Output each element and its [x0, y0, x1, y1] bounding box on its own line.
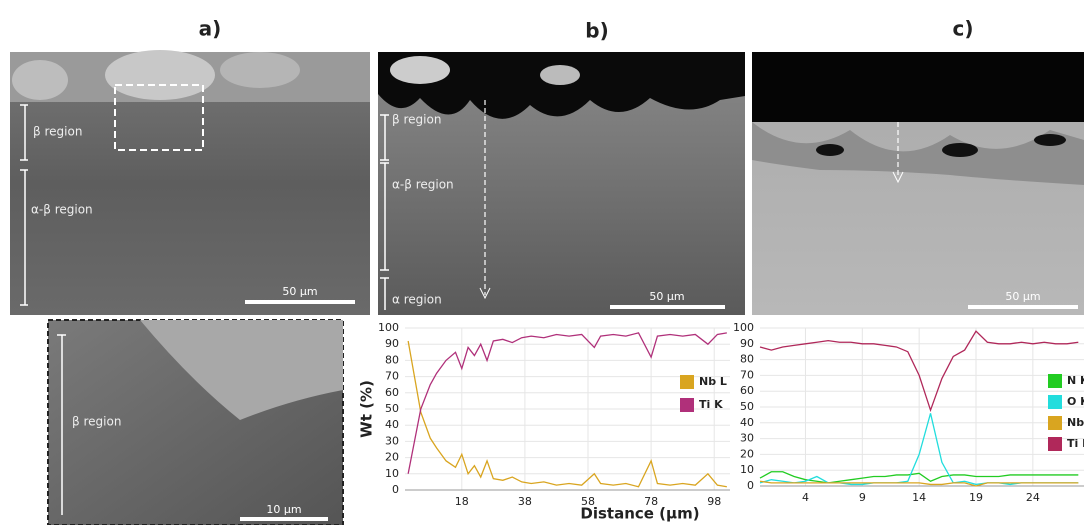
- data-line: [759, 330, 1079, 413]
- y-tick-label: 60: [740, 384, 754, 397]
- region-label: α-β region: [392, 178, 454, 192]
- y-tick-label: 20: [740, 447, 754, 460]
- legend-label: Nb L: [699, 375, 727, 388]
- scale-label: 50 µm: [649, 290, 684, 303]
- y-axis-label: Wt (%): [358, 380, 376, 438]
- y-tick-label: 50: [385, 402, 399, 415]
- region-label: β region: [72, 415, 121, 429]
- legend-swatch: [1048, 395, 1062, 409]
- micrograph-c: 50 µm: [752, 52, 1084, 315]
- x-tick-label: 58: [581, 495, 595, 508]
- y-tick-label: 100: [733, 321, 754, 334]
- data-line: [407, 332, 727, 474]
- y-tick-label: 50: [740, 400, 754, 413]
- x-tick-label: 98: [707, 495, 721, 508]
- data-line: [759, 471, 1079, 484]
- y-tick-label: 90: [740, 337, 754, 350]
- y-tick-label: 10: [385, 467, 399, 480]
- x-axis-label: Distance (µm): [580, 505, 699, 523]
- y-tick-label: 40: [740, 416, 754, 429]
- x-tick-label: 9: [859, 491, 866, 504]
- data-line: [407, 340, 727, 488]
- y-tick-label: 0: [392, 483, 399, 496]
- scale-label: 50 µm: [1005, 290, 1040, 303]
- x-tick-label: 78: [644, 495, 658, 508]
- y-tick-label: 10: [740, 463, 754, 476]
- scale-label: 10 µm: [266, 503, 301, 516]
- legend-label: N K: [1067, 374, 1084, 387]
- y-tick-label: 80: [740, 353, 754, 366]
- y-tick-label: 20: [385, 451, 399, 464]
- y-tick-label: 40: [385, 418, 399, 431]
- region-label: β region: [33, 125, 82, 139]
- y-tick-label: 0: [747, 479, 754, 492]
- legend-swatch: [1048, 416, 1062, 430]
- x-tick-label: 4: [802, 491, 809, 504]
- y-tick-label: 70: [385, 370, 399, 383]
- y-tick-label: 100: [378, 321, 399, 334]
- legend-label: Ti K: [1067, 437, 1084, 450]
- x-tick-label: 19: [969, 491, 983, 504]
- x-tick-label: 18: [455, 495, 469, 508]
- x-tick-label: 38: [518, 495, 532, 508]
- y-tick-label: 70: [740, 368, 754, 381]
- x-tick-label: 24: [1026, 491, 1040, 504]
- x-tick-label: 14: [912, 491, 926, 504]
- region-label: α region: [392, 293, 442, 307]
- legend-label: O K: [1067, 395, 1084, 408]
- legend-swatch: [1048, 374, 1062, 388]
- micrograph-inset: β region 10 µm: [47, 319, 344, 525]
- y-tick-label: 30: [740, 432, 754, 445]
- legend-swatch: [680, 398, 694, 412]
- region-label: α-β region: [31, 203, 93, 217]
- scale-label: 50 µm: [282, 285, 317, 298]
- legend-swatch: [680, 375, 694, 389]
- y-tick-label: 80: [385, 353, 399, 366]
- y-tick-label: 90: [385, 337, 399, 350]
- micrograph-a: β region α-β region 50 µm: [10, 50, 370, 315]
- y-tick-label: 30: [385, 434, 399, 447]
- panel-label: a): [199, 17, 222, 41]
- panel-label: c): [953, 17, 974, 41]
- region-label: β region: [392, 113, 441, 127]
- y-tick-label: 60: [385, 386, 399, 399]
- data-line: [759, 480, 1079, 487]
- legend-label: Ti K: [699, 398, 723, 411]
- legend-label: Nb L: [1067, 416, 1084, 429]
- panel-label: b): [585, 19, 608, 43]
- legend-swatch: [1048, 437, 1062, 451]
- micrograph-b: β region α-β region α region 50 µm: [378, 52, 745, 315]
